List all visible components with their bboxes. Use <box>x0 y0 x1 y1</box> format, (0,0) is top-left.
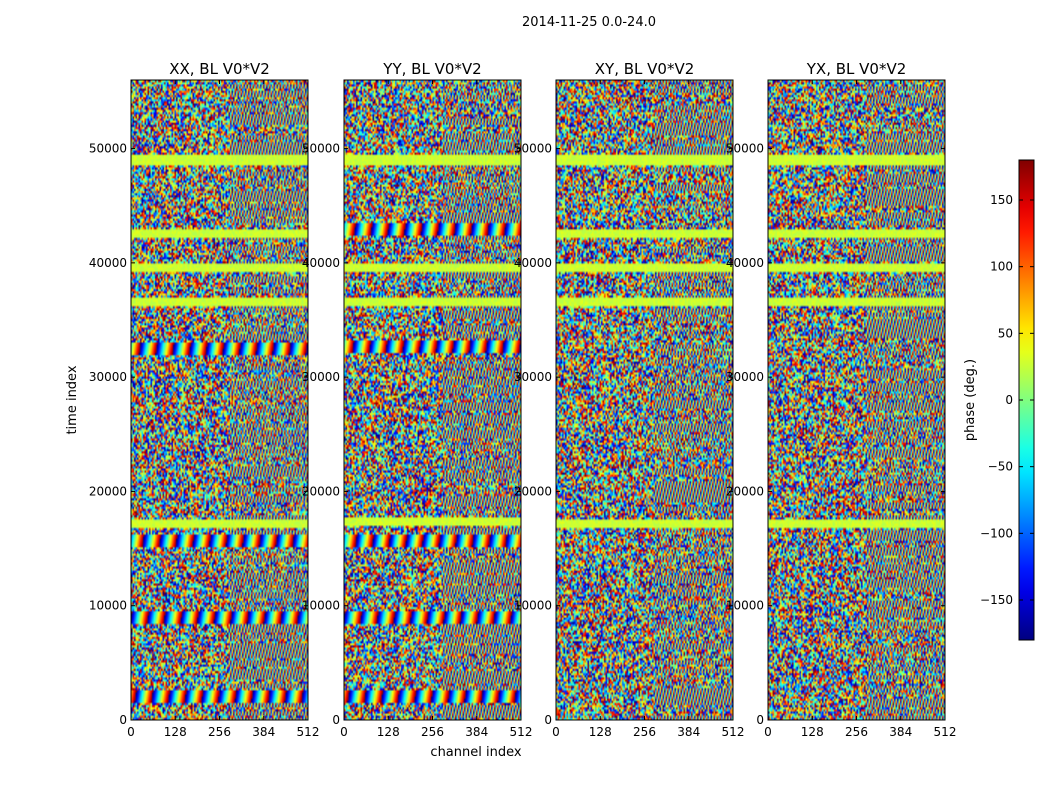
x-tick-label: 384 <box>465 725 488 739</box>
x-tick-label: 384 <box>889 725 912 739</box>
phase-raster <box>344 80 521 720</box>
x-tick-label: 128 <box>801 725 824 739</box>
x-tick-label: 256 <box>845 725 868 739</box>
phase-raster <box>556 80 733 720</box>
colorbar: 150 100 50 0 −50 −100 −150 <box>980 159 1035 641</box>
y-tick-label: 20000 <box>89 484 127 498</box>
panel: YX, BL V0*V2 0 128 256 384 512 0 10000 20000 3000… <box>726 60 957 739</box>
x-tick-label: 512 <box>297 725 320 739</box>
x-tick-label: 128 <box>377 725 400 739</box>
colorbar-label: phase (deg.) <box>963 359 978 441</box>
colorbar-tick-label: −100 <box>980 526 1013 540</box>
x-tick-label: 512 <box>510 725 533 739</box>
panel: XX, BL V0*V2 0 128 256 384 512 0 10000 20000 3000… <box>89 60 320 739</box>
panel-title: XY, BL V0*V2 <box>595 60 695 78</box>
colorbar-tick-label: −150 <box>980 593 1013 607</box>
y-tick-label: 20000 <box>302 484 340 498</box>
y-tick-label: 10000 <box>89 599 127 613</box>
x-tick-label: 0 <box>127 725 135 739</box>
y-tick-label: 30000 <box>302 370 340 384</box>
y-tick-label: 30000 <box>514 370 552 384</box>
y-tick-label: 50000 <box>89 142 127 156</box>
x-tick-label: 256 <box>421 725 444 739</box>
panel-title: YY, BL V0*V2 <box>382 60 481 78</box>
colorbar-tick-label: −50 <box>988 460 1013 474</box>
x-tick-label: 512 <box>722 725 745 739</box>
phase-raster <box>768 80 945 720</box>
colorbar-tick-label: 50 <box>998 326 1013 340</box>
y-tick-label: 0 <box>119 713 127 727</box>
panel-title: YX, BL V0*V2 <box>806 60 907 78</box>
phase-raster <box>131 80 308 720</box>
y-tick-label: 10000 <box>302 599 340 613</box>
panels-group: XX, BL V0*V2 0 128 256 384 512 0 10000 20000 3000… <box>89 60 957 739</box>
x-tick-label: 384 <box>677 725 700 739</box>
x-axis-label: channel index <box>430 745 521 760</box>
y-tick-label: 0 <box>332 713 340 727</box>
y-tick-label: 10000 <box>726 599 764 613</box>
panel-title: XX, BL V0*V2 <box>169 60 270 78</box>
x-tick-label: 0 <box>340 725 348 739</box>
y-tick-label: 50000 <box>726 142 764 156</box>
y-tick-label: 50000 <box>302 142 340 156</box>
x-tick-label: 128 <box>164 725 187 739</box>
y-tick-label: 30000 <box>89 370 127 384</box>
x-tick-label: 384 <box>252 725 275 739</box>
x-tick-label: 256 <box>633 725 656 739</box>
y-tick-label: 40000 <box>726 256 764 270</box>
y-tick-label: 10000 <box>514 599 552 613</box>
y-tick-label: 40000 <box>302 256 340 270</box>
colorbar-tick-label: 150 <box>990 193 1013 207</box>
colorbar-tick-label: 0 <box>1005 393 1013 407</box>
x-tick-label: 0 <box>552 725 560 739</box>
y-tick-label: 30000 <box>726 370 764 384</box>
colorbar-tick-label: 100 <box>990 260 1013 274</box>
y-tick-label: 20000 <box>514 484 552 498</box>
y-tick-label: 40000 <box>89 256 127 270</box>
y-tick-label: 50000 <box>514 142 552 156</box>
panel: YY, BL V0*V2 0 128 256 384 512 0 10000 20000 3000… <box>302 60 533 739</box>
panel: XY, BL V0*V2 0 128 256 384 512 0 10000 20000 3000… <box>514 60 745 739</box>
x-tick-label: 0 <box>764 725 772 739</box>
y-tick-label: 20000 <box>726 484 764 498</box>
y-tick-label: 40000 <box>514 256 552 270</box>
y-tick-label: 0 <box>756 713 764 727</box>
y-tick-label: 0 <box>544 713 552 727</box>
figure-suptitle: 2014-11-25 0.0-24.0 <box>522 15 656 30</box>
y-axis-label: time index <box>65 365 80 434</box>
x-tick-label: 512 <box>934 725 957 739</box>
x-tick-label: 128 <box>589 725 612 739</box>
x-tick-label: 256 <box>208 725 231 739</box>
